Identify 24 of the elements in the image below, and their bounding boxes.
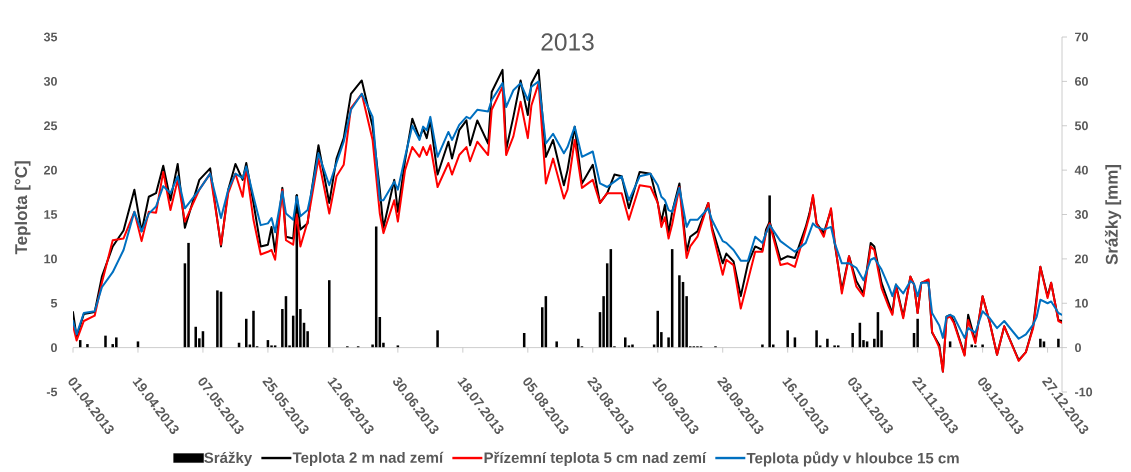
legend-label: Srážky [204, 451, 253, 466]
y2-tick-label: 30 [1074, 210, 1088, 219]
y-tick-label: 5 [50, 298, 58, 308]
y2-tick-label: 10 [1075, 298, 1088, 308]
y-tick-label: 20 [44, 165, 57, 175]
y2-tick-label: 60 [1075, 76, 1088, 86]
y-tick-label: 25 [44, 121, 58, 131]
y-tick-label: 10 [44, 254, 57, 264]
y-tick-label: 35 [43, 32, 58, 42]
legend-label: Teplota půdy v hloubce 15 cm [746, 451, 959, 467]
y2-tick-label: 20 [1074, 254, 1088, 264]
y-tick-label: 30 [43, 76, 57, 86]
y2-tick-label: 50 [1074, 121, 1088, 131]
y-tick-label: 15 [44, 210, 58, 219]
y2-tick-label: 70 [1075, 32, 1088, 42]
legend-label: Teplota 2 m nad zemí [292, 451, 444, 466]
y-axis-title: Teplota [°C] [14, 161, 31, 255]
y2-tick-label: 0 [1075, 343, 1081, 353]
legend-label: Přízemní teplota 5 cm nad zemí [484, 451, 707, 466]
y-tick-label: -5 [46, 387, 58, 397]
y2-tick-label: 40 [1074, 165, 1088, 175]
y-tick-label: 0 [51, 343, 57, 353]
y2-axis-title: Srážky [mm] [1104, 164, 1122, 265]
chart-title: 2013 [541, 33, 594, 51]
